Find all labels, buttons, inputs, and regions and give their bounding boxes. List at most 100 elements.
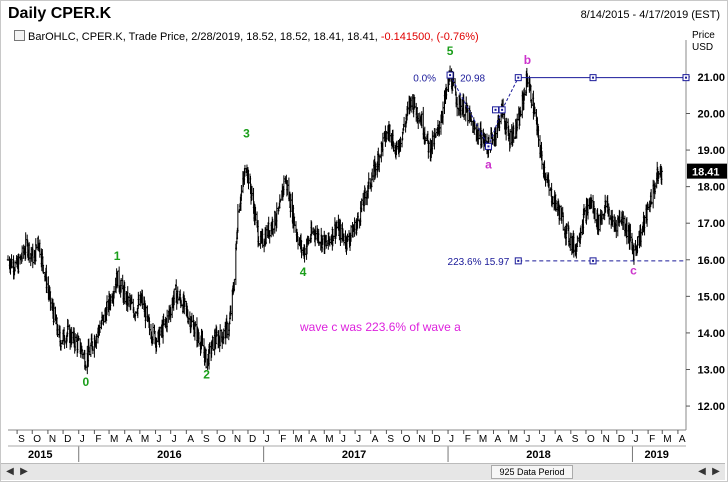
fib-handle-dot	[517, 76, 520, 79]
x-tick-label: S	[387, 434, 394, 445]
x-tick-label: O	[218, 434, 226, 445]
fib-handle-dot	[592, 259, 595, 262]
scroll-left-icon[interactable]: ◀	[6, 466, 14, 477]
zoom-left-icon[interactable]: ◀	[698, 466, 706, 477]
wave-label-2: 2	[203, 368, 210, 382]
fib-handle-dot	[487, 145, 490, 148]
wave-label-1: 1	[114, 249, 121, 263]
x-tick-label: D	[433, 434, 440, 445]
date-range: 8/14/2015 - 4/17/2019 (EST)	[580, 9, 720, 21]
fib-handle-dot	[685, 76, 687, 79]
y-tick-label: 21.00	[697, 72, 725, 84]
x-tick-label: J	[540, 434, 545, 445]
x-tick-label: F	[280, 434, 286, 445]
x-tick-label: F	[465, 434, 471, 445]
wave-label-c: c	[630, 263, 637, 277]
x-tick-label: J	[80, 434, 85, 445]
fib-handle-dot	[592, 76, 595, 79]
y-axis-title-unit: USD	[692, 42, 713, 53]
x-tick-label: M	[325, 434, 333, 445]
y-tick-label: 20.00	[697, 108, 725, 120]
data-period-label: 925 Data Period	[491, 465, 573, 479]
x-tick-label: A	[372, 434, 379, 445]
scroll-right-icon[interactable]: ▶	[20, 466, 28, 477]
x-tick-label: A	[187, 434, 194, 445]
fib-wave-line	[449, 74, 489, 147]
y-tick-label: 17.00	[697, 218, 725, 230]
x-tick-label: J	[157, 434, 162, 445]
chart-title: Daily CPER.K	[8, 5, 112, 22]
x-tick-label: M	[479, 434, 487, 445]
x-tick-label: J	[172, 434, 177, 445]
x-tick-label: S	[18, 434, 25, 445]
wave-annotation: wave c was 223.6% of wave a	[299, 320, 461, 334]
fib-level-0-label: 0.0%	[413, 74, 436, 85]
x-tick-label: A	[495, 434, 502, 445]
year-label: 2016	[157, 449, 181, 461]
fib-handle-dot	[494, 108, 497, 111]
y-axis-title: Price	[692, 30, 715, 41]
x-tick-label: M	[141, 434, 149, 445]
year-label: 2015	[28, 449, 52, 461]
year-label: 2018	[526, 449, 550, 461]
x-tick-label: J	[525, 434, 530, 445]
x-tick-label: F	[649, 434, 655, 445]
x-tick-label: O	[403, 434, 411, 445]
x-tick-label: J	[356, 434, 361, 445]
x-tick-label: A	[310, 434, 317, 445]
wave-label-5: 5	[447, 44, 454, 58]
x-tick-label: M	[510, 434, 518, 445]
x-tick-label: S	[572, 434, 579, 445]
x-tick-label: O	[587, 434, 595, 445]
x-tick-label: M	[110, 434, 118, 445]
price-info-bar: BarOHLC, CPER.K, Trade Price, 2/28/2019,…	[14, 29, 479, 43]
wave-label-3: 3	[243, 126, 250, 140]
x-tick-label: D	[618, 434, 625, 445]
year-label: 2019	[644, 449, 668, 461]
last-price-box	[687, 163, 727, 179]
x-tick-label: A	[126, 434, 133, 445]
fib-wave-line	[487, 109, 503, 147]
fib-level-2236-label: 223.6% 15.97	[448, 257, 510, 268]
x-tick-label: A	[679, 434, 686, 445]
zoom-right-icon[interactable]: ▶	[712, 466, 720, 477]
y-tick-label: 18.00	[697, 182, 725, 194]
x-tick-label: N	[234, 434, 241, 445]
x-tick-label: N	[603, 434, 610, 445]
last-price-label: 18.41	[692, 167, 720, 179]
x-tick-label: M	[294, 434, 302, 445]
x-tick-label: D	[64, 434, 71, 445]
wave-label-a: a	[485, 157, 492, 171]
fib-handle-dot	[449, 74, 452, 77]
y-tick-label: 19.00	[697, 145, 725, 157]
wave-label-b: b	[524, 53, 531, 67]
time-scrollbar[interactable]: ◀ ▶ 925 Data Period ◀ ▶	[1, 463, 725, 480]
y-tick-label: 13.00	[697, 364, 725, 376]
x-tick-label: J	[633, 434, 638, 445]
x-tick-label: A	[556, 434, 563, 445]
x-tick-label: D	[249, 434, 256, 445]
x-tick-label: J	[449, 434, 454, 445]
y-tick-label: 15.00	[697, 291, 725, 303]
series-dropdown-icon[interactable]	[14, 30, 25, 41]
year-label: 2017	[342, 449, 366, 461]
x-tick-label: N	[49, 434, 56, 445]
wave-label-0: 0	[82, 375, 89, 389]
x-tick-label: N	[418, 434, 425, 445]
y-tick-label: 14.00	[697, 328, 725, 340]
x-tick-label: F	[95, 434, 101, 445]
x-tick-label: J	[341, 434, 346, 445]
fib-wave-line	[501, 77, 519, 111]
fib-level-0-value: 20.98	[460, 74, 485, 85]
fib-handle-dot	[517, 259, 520, 262]
price-change: -0.141500, (-0.76%)	[380, 31, 479, 43]
fib-handle-dot	[501, 108, 504, 111]
x-tick-label: O	[33, 434, 41, 445]
y-tick-label: 16.00	[697, 255, 725, 267]
wave-label-4: 4	[300, 265, 307, 279]
x-tick-label: S	[203, 434, 210, 445]
x-tick-label: J	[265, 434, 270, 445]
y-tick-label: 12.00	[697, 401, 725, 413]
